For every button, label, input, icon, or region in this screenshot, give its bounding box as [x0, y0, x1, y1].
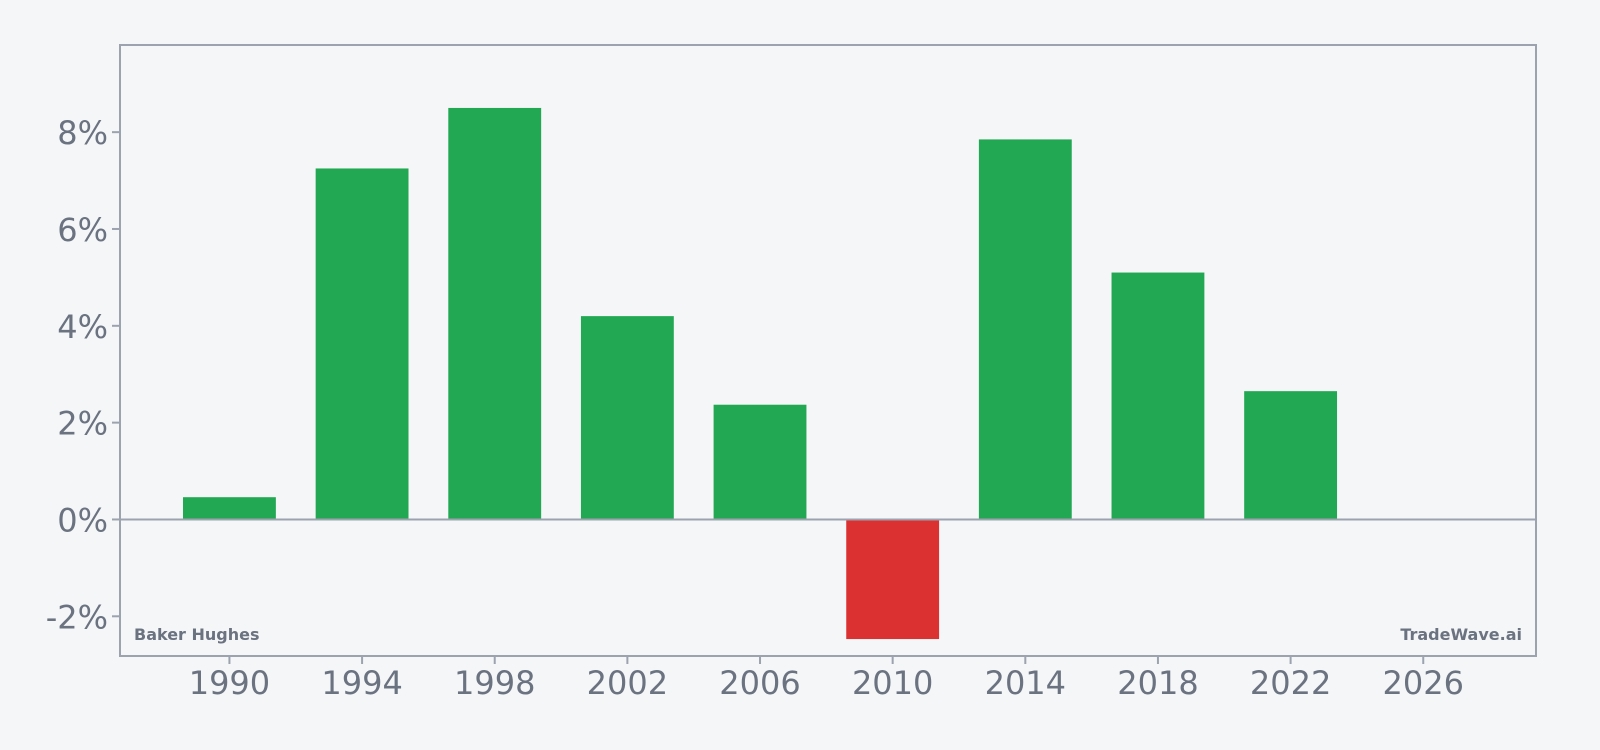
- bar-1994: [315, 168, 409, 520]
- x-tick-label: 1994: [321, 664, 402, 702]
- bar-2002: [580, 316, 674, 520]
- bar-2006: [713, 404, 807, 520]
- bar-1998: [448, 107, 542, 520]
- bar-2014: [978, 139, 1072, 520]
- x-tick-label: 2026: [1383, 664, 1464, 702]
- x-tick-label: 2006: [719, 664, 800, 702]
- bar-2018: [1111, 272, 1205, 520]
- x-tick-label: 2018: [1117, 664, 1198, 702]
- y-tick-label: 6%: [57, 211, 108, 249]
- y-axis: -2% 0% 2% 4% 6% 8%: [46, 114, 120, 636]
- bars-group: [183, 107, 1338, 640]
- x-tick-label: 2002: [587, 664, 668, 702]
- x-tick-label: 1990: [189, 664, 270, 702]
- x-tick-label: 2014: [985, 664, 1066, 702]
- x-tick-label: 2022: [1250, 664, 1331, 702]
- x-tick-label: 1998: [454, 664, 535, 702]
- y-tick-label: 0%: [57, 501, 108, 539]
- bar-2022: [1244, 391, 1338, 520]
- plot-frame: [119, 44, 1537, 657]
- y-tick-label: 2%: [57, 405, 108, 443]
- y-tick-label: 8%: [57, 114, 108, 152]
- y-tick-label: -2%: [46, 598, 108, 636]
- y-tick-label: 4%: [57, 308, 108, 346]
- bar-2010: [846, 519, 940, 640]
- brand-label: TradeWave.ai: [1400, 625, 1522, 644]
- x-axis: 1990 1994 1998 2002 2006 2010 2014 2018 2022 2026: [189, 656, 1464, 702]
- x-tick-label: 2010: [852, 664, 933, 702]
- company-label: Baker Hughes: [134, 625, 260, 644]
- bar-1990: [183, 497, 276, 520]
